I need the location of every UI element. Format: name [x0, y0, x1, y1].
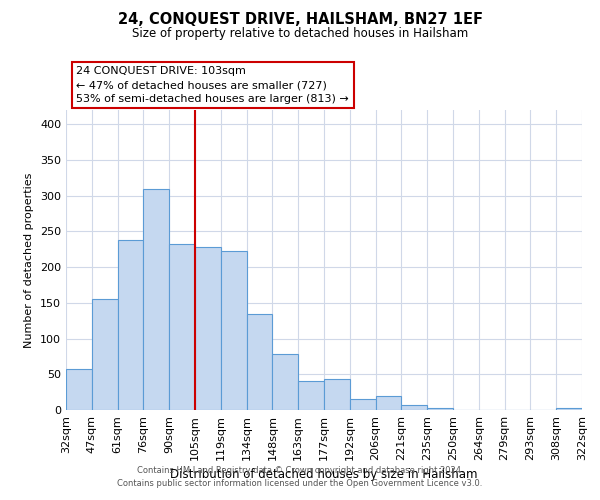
Bar	[195, 247, 221, 410]
Bar	[427, 408, 453, 410]
Bar	[272, 354, 298, 410]
Bar	[247, 314, 272, 410]
Bar	[169, 244, 195, 410]
Bar	[401, 405, 427, 410]
Bar	[556, 408, 582, 410]
Bar	[376, 396, 401, 410]
Bar	[324, 380, 350, 410]
Bar	[298, 380, 324, 410]
Text: 24, CONQUEST DRIVE, HAILSHAM, BN27 1EF: 24, CONQUEST DRIVE, HAILSHAM, BN27 1EF	[118, 12, 482, 28]
Bar	[66, 368, 92, 410]
Bar	[350, 400, 376, 410]
X-axis label: Distribution of detached houses by size in Hailsham: Distribution of detached houses by size …	[170, 468, 478, 481]
Y-axis label: Number of detached properties: Number of detached properties	[25, 172, 34, 348]
Bar	[143, 188, 169, 410]
Bar	[221, 252, 247, 410]
Text: Size of property relative to detached houses in Hailsham: Size of property relative to detached ho…	[132, 28, 468, 40]
Text: 24 CONQUEST DRIVE: 103sqm
← 47% of detached houses are smaller (727)
53% of semi: 24 CONQUEST DRIVE: 103sqm ← 47% of detac…	[76, 66, 349, 104]
Bar	[118, 240, 143, 410]
Bar	[92, 300, 118, 410]
Text: Contains HM Land Registry data © Crown copyright and database right 2024.
Contai: Contains HM Land Registry data © Crown c…	[118, 466, 482, 487]
